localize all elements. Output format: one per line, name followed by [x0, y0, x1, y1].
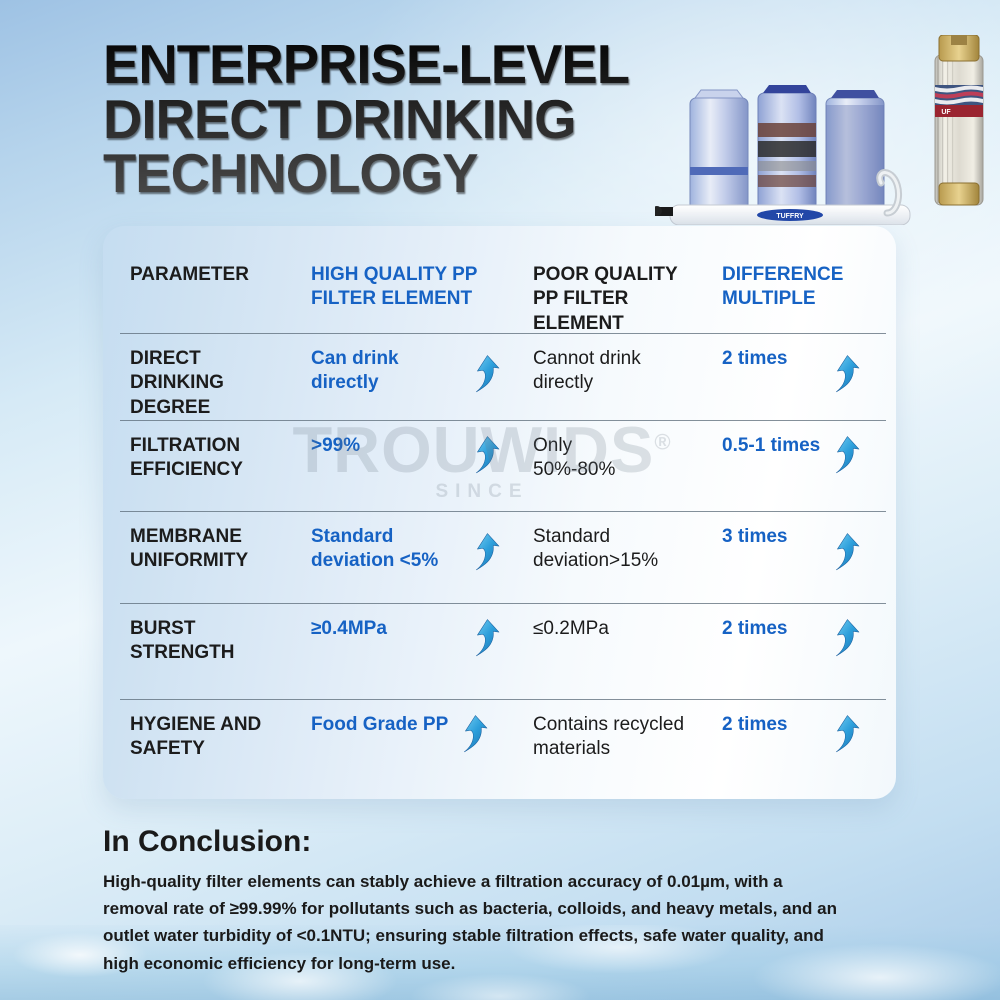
- svg-text:UF: UF: [941, 109, 951, 116]
- svg-text:TUFFRY: TUFFRY: [776, 213, 804, 220]
